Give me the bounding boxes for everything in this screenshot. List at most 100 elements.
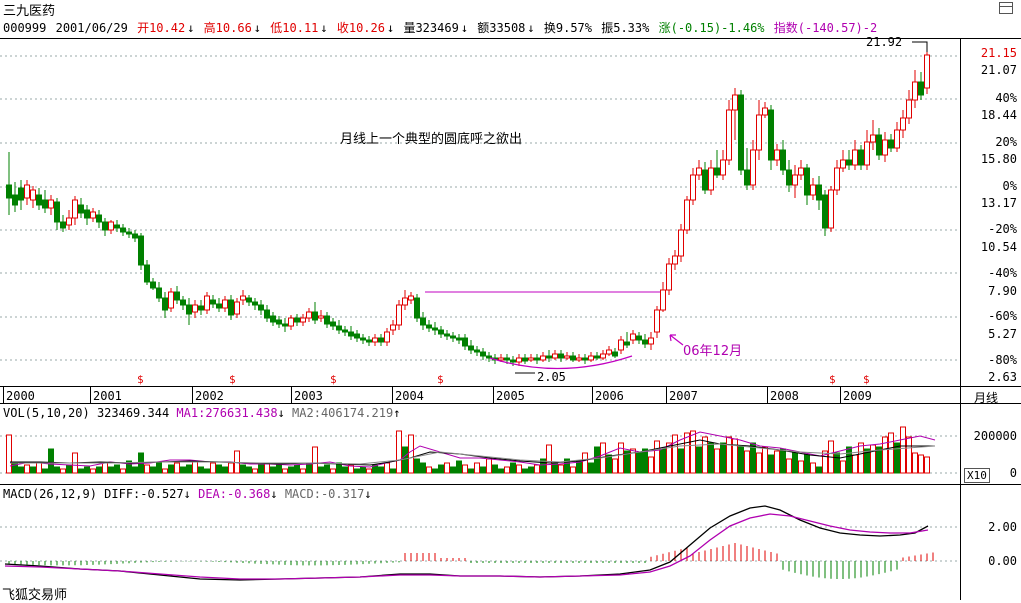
volume-bar [258, 464, 264, 474]
percent-tick: -60% [988, 309, 1017, 323]
candle-body [300, 317, 306, 323]
macd-tick: 2.00 [988, 520, 1017, 534]
volume-bar [606, 454, 612, 474]
volume-bar [390, 468, 396, 474]
volume-bar [744, 450, 750, 474]
volume-bar [450, 466, 456, 474]
volume-bar [732, 438, 738, 474]
candle-body [324, 315, 330, 325]
volume-bar [534, 464, 540, 474]
volume-bar [864, 448, 870, 474]
volume-bar [480, 466, 486, 474]
macd-dea: DEA:-0.368 [198, 487, 271, 501]
volume-bar [210, 462, 216, 474]
volume-bar [36, 462, 42, 474]
volume-bar [834, 452, 840, 474]
volume-bar [546, 444, 552, 474]
volume-bar [702, 436, 708, 474]
candle-body [294, 317, 300, 323]
volume-bar [768, 454, 774, 474]
vol-ma1: MA1:276631.438 [176, 406, 278, 420]
volume-bar [672, 434, 678, 474]
candle-body [360, 337, 366, 341]
volume-bar [504, 466, 510, 474]
volume-bar [906, 436, 912, 474]
year-label: 2005 [496, 389, 525, 403]
candle-body [618, 339, 624, 351]
price-tick: 18.44 [980, 108, 1017, 122]
volume-bar [798, 460, 804, 474]
candle-body [42, 199, 48, 209]
volume-bar [642, 448, 648, 474]
year-label: 2009 [843, 389, 872, 403]
volume-bar [498, 468, 504, 474]
candle-body [666, 263, 672, 291]
candle-body [12, 194, 18, 206]
candle-body [330, 321, 336, 327]
volume-bar [438, 464, 444, 474]
candle-body [708, 167, 714, 191]
year-label: 2008 [770, 389, 799, 403]
candle-body [216, 303, 222, 309]
candle-body [408, 295, 414, 301]
candle-body [474, 349, 480, 353]
candle-body [90, 211, 96, 219]
candle-body [528, 357, 534, 361]
candle-body [36, 194, 42, 206]
volume-bar [900, 426, 906, 474]
candle-body [204, 295, 210, 311]
volume-bar [144, 464, 150, 474]
volume-bar [720, 442, 726, 474]
dividend-marker: $ [330, 373, 337, 386]
volume-bar [432, 468, 438, 474]
volume-bar [348, 464, 354, 474]
volume-bar [30, 466, 36, 474]
candle-body [66, 217, 72, 226]
candle-body [774, 149, 780, 161]
candle-body [462, 337, 468, 347]
candle-body [582, 357, 588, 361]
macd-value-arrow: ↓ [364, 487, 372, 501]
price-tick: 21.07 [980, 63, 1017, 77]
volume-bar [294, 464, 300, 474]
year-label: 2002 [195, 389, 224, 403]
candle-body [576, 357, 582, 361]
low-arrow: ↓ [320, 21, 328, 35]
volume-bar [708, 442, 714, 474]
candle-body [498, 357, 504, 361]
candle-body [516, 357, 522, 363]
volume-bar [684, 432, 690, 474]
vol-tick: 0 [1009, 466, 1017, 480]
open-arrow: ↓ [187, 21, 195, 35]
candle-body [558, 353, 564, 359]
volume-bar [576, 460, 582, 474]
candle-body [882, 139, 888, 156]
window-menu-icon[interactable] [999, 2, 1013, 14]
volume-bar [102, 462, 108, 474]
volume-bar [180, 466, 186, 474]
volume-bar [654, 440, 660, 474]
price-tick: 7.90 [988, 284, 1017, 298]
candle-body [636, 335, 642, 341]
candle-body [192, 304, 198, 313]
volume-bar [60, 468, 66, 474]
percent-tick: 20% [995, 135, 1017, 149]
turnover-value: 换9.57% [543, 21, 592, 35]
candle-body [654, 309, 660, 333]
price-tick: 21.15 [980, 46, 1017, 60]
candle-body [264, 309, 270, 319]
volume-bar [522, 468, 528, 474]
candle-body [738, 94, 744, 171]
volume-bar [222, 466, 228, 474]
volume-bar [468, 468, 474, 474]
volume-bar [888, 432, 894, 474]
period-label[interactable]: 月线 [974, 391, 999, 405]
candle-body [678, 229, 684, 257]
volume-bar [762, 446, 768, 474]
volume-bar [420, 462, 426, 474]
vol-unit-badge: X10 [964, 468, 990, 483]
high-arrow: ↓ [253, 21, 262, 35]
volume-bar [54, 466, 60, 474]
candle-body [864, 141, 870, 166]
candle-body [570, 355, 576, 361]
